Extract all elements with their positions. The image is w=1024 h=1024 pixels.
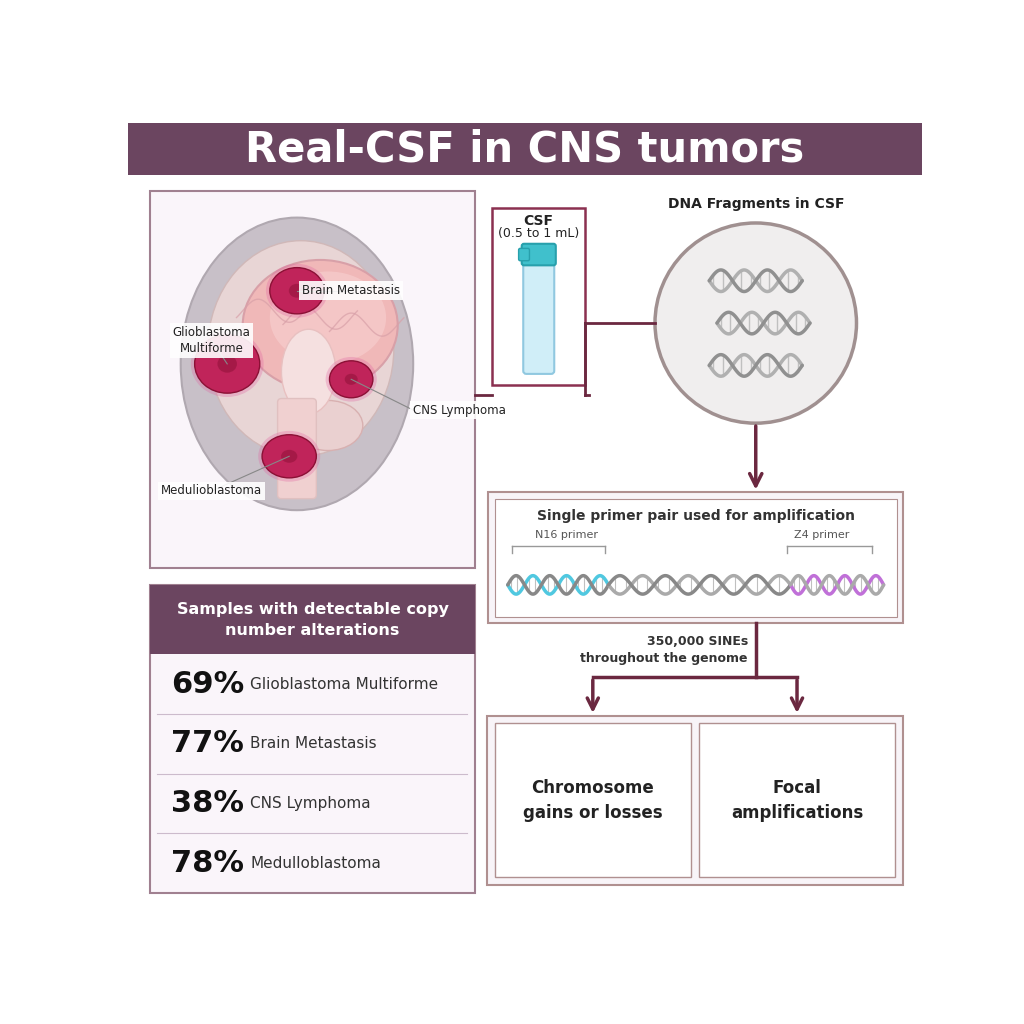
Text: Focal
amplifications: Focal amplifications xyxy=(731,779,863,822)
FancyBboxPatch shape xyxy=(495,724,691,878)
FancyBboxPatch shape xyxy=(698,724,895,878)
Text: 78%: 78% xyxy=(171,849,245,878)
FancyBboxPatch shape xyxy=(488,493,903,624)
Text: 350,000 SINEs
throughout the genome: 350,000 SINEs throughout the genome xyxy=(581,635,748,666)
FancyBboxPatch shape xyxy=(521,244,556,265)
Text: 69%: 69% xyxy=(171,670,245,698)
Ellipse shape xyxy=(282,330,336,414)
Text: Brain Metastasis: Brain Metastasis xyxy=(251,736,377,752)
Text: Samples with detectable copy
number alterations: Samples with detectable copy number alte… xyxy=(176,601,449,638)
Ellipse shape xyxy=(293,400,362,451)
Ellipse shape xyxy=(258,431,321,481)
Text: Z4 primer: Z4 primer xyxy=(795,529,850,540)
Text: DNA Fragments in CSF: DNA Fragments in CSF xyxy=(668,198,844,211)
Ellipse shape xyxy=(217,355,237,373)
Text: 38%: 38% xyxy=(171,788,245,818)
FancyBboxPatch shape xyxy=(486,716,903,885)
Text: Medulioblastoma: Medulioblastoma xyxy=(161,484,262,498)
FancyBboxPatch shape xyxy=(493,208,586,385)
FancyBboxPatch shape xyxy=(150,585,475,654)
Text: Real-CSF in CNS tumors: Real-CSF in CNS tumors xyxy=(245,128,805,170)
Text: Brain Metastasis: Brain Metastasis xyxy=(302,285,400,297)
Circle shape xyxy=(655,223,856,423)
Ellipse shape xyxy=(270,271,386,364)
Text: CSF: CSF xyxy=(523,214,554,228)
FancyBboxPatch shape xyxy=(278,398,316,499)
Ellipse shape xyxy=(266,264,328,317)
FancyBboxPatch shape xyxy=(128,123,922,175)
Text: Chromosome
gains or losses: Chromosome gains or losses xyxy=(523,779,663,822)
Ellipse shape xyxy=(281,450,297,463)
Text: CNS Lymphoma: CNS Lymphoma xyxy=(414,403,506,417)
Ellipse shape xyxy=(195,335,260,393)
Text: (0.5 to 1 mL): (0.5 to 1 mL) xyxy=(498,227,580,241)
Ellipse shape xyxy=(262,435,316,478)
FancyBboxPatch shape xyxy=(523,260,554,374)
Ellipse shape xyxy=(330,360,373,397)
Text: Glioblastoma
Multiforme: Glioblastoma Multiforme xyxy=(173,327,251,355)
FancyBboxPatch shape xyxy=(495,499,897,617)
Ellipse shape xyxy=(180,217,414,510)
Ellipse shape xyxy=(289,284,305,298)
Text: N16 primer: N16 primer xyxy=(535,529,598,540)
Ellipse shape xyxy=(190,331,263,397)
Ellipse shape xyxy=(243,260,397,391)
Ellipse shape xyxy=(270,267,324,313)
FancyBboxPatch shape xyxy=(150,585,475,893)
FancyBboxPatch shape xyxy=(150,190,475,568)
FancyBboxPatch shape xyxy=(518,249,529,261)
Text: Single primer pair used for amplification: Single primer pair used for amplificatio… xyxy=(537,509,855,522)
Ellipse shape xyxy=(326,357,377,401)
Text: Glioblastoma Multiforme: Glioblastoma Multiforme xyxy=(251,677,438,691)
Ellipse shape xyxy=(345,374,357,385)
Text: Medulloblastoma: Medulloblastoma xyxy=(251,855,381,870)
Text: 77%: 77% xyxy=(171,729,245,758)
Ellipse shape xyxy=(208,241,394,457)
Text: CNS Lymphoma: CNS Lymphoma xyxy=(251,796,371,811)
